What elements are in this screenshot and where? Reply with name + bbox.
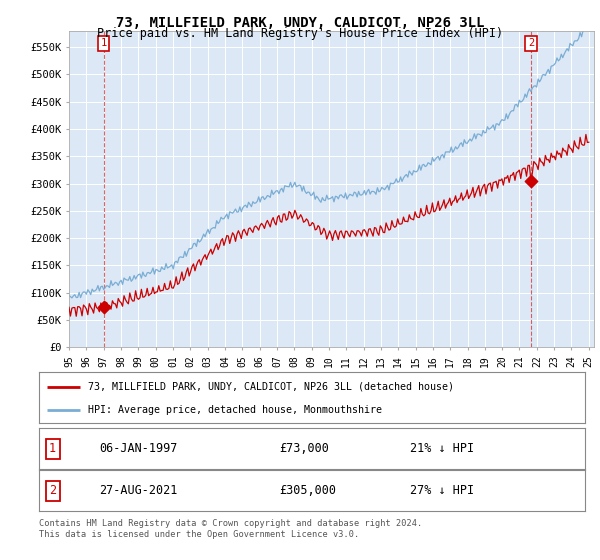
- Text: 2: 2: [49, 484, 56, 497]
- Text: Price paid vs. HM Land Registry's House Price Index (HPI): Price paid vs. HM Land Registry's House …: [97, 27, 503, 40]
- Text: 27% ↓ HPI: 27% ↓ HPI: [410, 484, 475, 497]
- Text: 27-AUG-2021: 27-AUG-2021: [99, 484, 178, 497]
- Point: [526, 176, 536, 185]
- Text: 1: 1: [49, 442, 56, 455]
- Text: £305,000: £305,000: [279, 484, 336, 497]
- Text: 21% ↓ HPI: 21% ↓ HPI: [410, 442, 475, 455]
- Text: 73, MILLFIELD PARK, UNDY, CALDICOT, NP26 3LL: 73, MILLFIELD PARK, UNDY, CALDICOT, NP26…: [116, 16, 484, 30]
- Text: 73, MILLFIELD PARK, UNDY, CALDICOT, NP26 3LL (detached house): 73, MILLFIELD PARK, UNDY, CALDICOT, NP26…: [88, 381, 454, 391]
- Text: Contains HM Land Registry data © Crown copyright and database right 2024.
This d: Contains HM Land Registry data © Crown c…: [39, 519, 422, 539]
- Point: [99, 303, 109, 312]
- Text: 06-JAN-1997: 06-JAN-1997: [99, 442, 178, 455]
- Text: 2: 2: [528, 39, 534, 49]
- Text: 1: 1: [101, 39, 107, 49]
- Text: HPI: Average price, detached house, Monmouthshire: HPI: Average price, detached house, Monm…: [88, 405, 382, 415]
- Text: £73,000: £73,000: [279, 442, 329, 455]
